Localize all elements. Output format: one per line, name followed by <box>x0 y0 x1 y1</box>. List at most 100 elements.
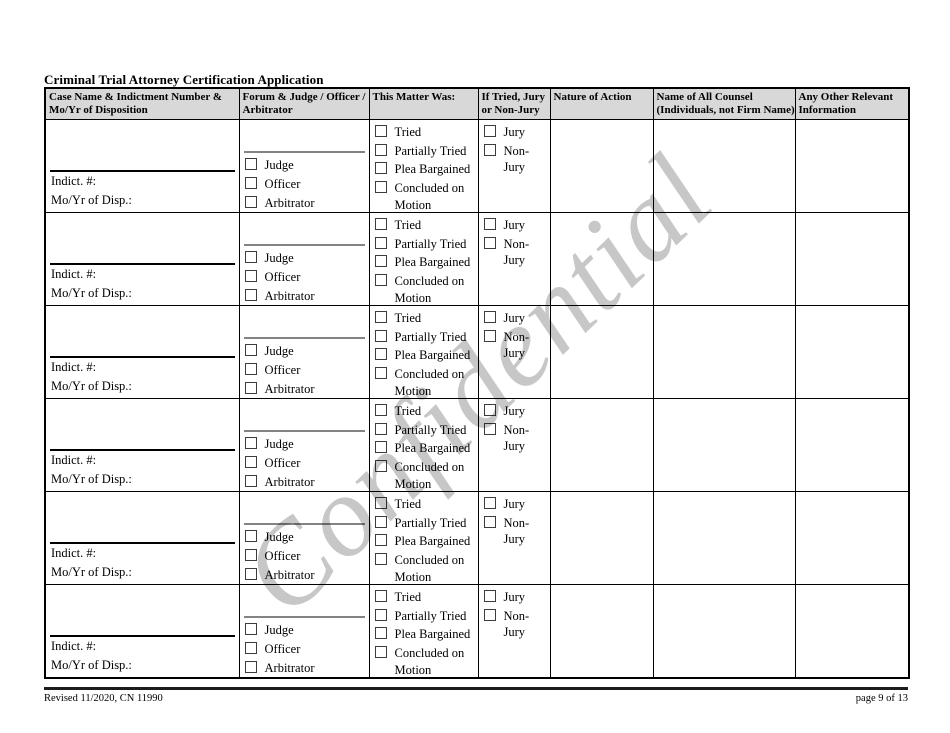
forum-blank-line[interactable] <box>243 523 365 525</box>
forum-cell[interactable]: Judge Officer Arbitrator <box>238 491 370 585</box>
checkbox-arbitrator[interactable] <box>244 196 257 208</box>
forum-cell[interactable]: Judge Officer Arbitrator <box>238 305 370 399</box>
checkbox-tried[interactable] <box>374 125 387 137</box>
forum-blank-line[interactable] <box>243 430 365 432</box>
checkbox-concluded-on-motion[interactable] <box>374 273 387 286</box>
case-name-cell[interactable]: Indict. #: Mo/Yr of Disp.: <box>44 212 240 306</box>
counsel-names-cell[interactable] <box>652 212 796 306</box>
counsel-names-cell[interactable] <box>652 584 796 678</box>
jury-cell[interactable]: Jury Non-Jury <box>477 491 551 585</box>
checkbox-judge[interactable] <box>244 158 257 170</box>
checkbox-plea-bargained[interactable] <box>374 441 387 453</box>
checkbox-non-jury[interactable] <box>483 143 496 156</box>
checkbox-partially-tried[interactable] <box>374 608 387 621</box>
matter-was-cell[interactable]: Tried Partially Tried Plea Bargained Con… <box>368 398 479 492</box>
checkbox-plea-bargained[interactable] <box>374 627 387 639</box>
case-name-blank-line[interactable] <box>50 542 235 544</box>
checkbox-jury[interactable] <box>483 590 496 602</box>
checkbox-concluded-on-motion[interactable] <box>374 459 387 472</box>
checkbox-jury[interactable] <box>483 311 496 323</box>
forum-blank-line[interactable] <box>243 616 365 618</box>
counsel-names-cell[interactable] <box>652 119 796 213</box>
checkbox-plea-bargained[interactable] <box>374 534 387 546</box>
checkbox-non-jury[interactable] <box>483 422 496 435</box>
checkbox-arbitrator[interactable] <box>244 475 257 487</box>
checkbox-partially-tried[interactable] <box>374 236 387 249</box>
checkbox-jury[interactable] <box>483 218 496 230</box>
forum-cell[interactable]: Judge Officer Arbitrator <box>238 584 370 678</box>
counsel-names-cell[interactable] <box>652 491 796 585</box>
checkbox-officer[interactable] <box>244 363 257 375</box>
checkbox-judge[interactable] <box>244 623 257 635</box>
checkbox-jury[interactable] <box>483 125 496 137</box>
other-info-cell[interactable] <box>794 491 910 585</box>
checkbox-officer[interactable] <box>244 549 257 561</box>
checkbox-judge[interactable] <box>244 251 257 263</box>
case-name-cell[interactable]: Indict. #: Mo/Yr of Disp.: <box>44 119 240 213</box>
forum-blank-line[interactable] <box>243 244 365 246</box>
other-info-cell[interactable] <box>794 212 910 306</box>
checkbox-officer[interactable] <box>244 270 257 282</box>
checkbox-officer[interactable] <box>244 642 257 654</box>
checkbox-partially-tried[interactable] <box>374 329 387 342</box>
checkbox-judge[interactable] <box>244 344 257 356</box>
other-info-cell[interactable] <box>794 119 910 213</box>
other-info-cell[interactable] <box>794 398 910 492</box>
checkbox-arbitrator[interactable] <box>244 289 257 301</box>
nature-of-action-cell[interactable] <box>549 491 654 585</box>
checkbox-plea-bargained[interactable] <box>374 162 387 174</box>
checkbox-non-jury[interactable] <box>483 236 496 249</box>
case-name-blank-line[interactable] <box>50 263 235 265</box>
checkbox-tried[interactable] <box>374 218 387 230</box>
jury-cell[interactable]: Jury Non-Jury <box>477 212 551 306</box>
checkbox-judge[interactable] <box>244 437 257 449</box>
matter-was-cell[interactable]: Tried Partially Tried Plea Bargained Con… <box>368 212 479 306</box>
checkbox-tried[interactable] <box>374 404 387 416</box>
forum-cell[interactable]: Judge Officer Arbitrator <box>238 119 370 213</box>
checkbox-plea-bargained[interactable] <box>374 255 387 267</box>
forum-cell[interactable]: Judge Officer Arbitrator <box>238 398 370 492</box>
case-name-blank-line[interactable] <box>50 635 235 637</box>
checkbox-concluded-on-motion[interactable] <box>374 180 387 193</box>
forum-cell[interactable]: Judge Officer Arbitrator <box>238 212 370 306</box>
checkbox-jury[interactable] <box>483 497 496 509</box>
jury-cell[interactable]: Jury Non-Jury <box>477 305 551 399</box>
case-name-cell[interactable]: Indict. #: Mo/Yr of Disp.: <box>44 398 240 492</box>
matter-was-cell[interactable]: Tried Partially Tried Plea Bargained Con… <box>368 305 479 399</box>
forum-blank-line[interactable] <box>243 151 365 153</box>
checkbox-arbitrator[interactable] <box>244 568 257 580</box>
other-info-cell[interactable] <box>794 305 910 399</box>
jury-cell[interactable]: Jury Non-Jury <box>477 584 551 678</box>
other-info-cell[interactable] <box>794 584 910 678</box>
matter-was-cell[interactable]: Tried Partially Tried Plea Bargained Con… <box>368 119 479 213</box>
nature-of-action-cell[interactable] <box>549 305 654 399</box>
checkbox-non-jury[interactable] <box>483 608 496 621</box>
jury-cell[interactable]: Jury Non-Jury <box>477 119 551 213</box>
jury-cell[interactable]: Jury Non-Jury <box>477 398 551 492</box>
case-name-cell[interactable]: Indict. #: Mo/Yr of Disp.: <box>44 305 240 399</box>
checkbox-jury[interactable] <box>483 404 496 416</box>
matter-was-cell[interactable]: Tried Partially Tried Plea Bargained Con… <box>368 491 479 585</box>
checkbox-tried[interactable] <box>374 590 387 602</box>
checkbox-non-jury[interactable] <box>483 515 496 528</box>
forum-blank-line[interactable] <box>243 337 365 339</box>
checkbox-arbitrator[interactable] <box>244 661 257 673</box>
checkbox-arbitrator[interactable] <box>244 382 257 394</box>
matter-was-cell[interactable]: Tried Partially Tried Plea Bargained Con… <box>368 584 479 678</box>
counsel-names-cell[interactable] <box>652 305 796 399</box>
case-name-blank-line[interactable] <box>50 449 235 451</box>
nature-of-action-cell[interactable] <box>549 584 654 678</box>
checkbox-concluded-on-motion[interactable] <box>374 645 387 658</box>
case-name-cell[interactable]: Indict. #: Mo/Yr of Disp.: <box>44 584 240 678</box>
checkbox-partially-tried[interactable] <box>374 422 387 435</box>
checkbox-partially-tried[interactable] <box>374 143 387 156</box>
nature-of-action-cell[interactable] <box>549 119 654 213</box>
checkbox-plea-bargained[interactable] <box>374 348 387 360</box>
checkbox-tried[interactable] <box>374 497 387 509</box>
counsel-names-cell[interactable] <box>652 398 796 492</box>
case-name-blank-line[interactable] <box>50 356 235 358</box>
nature-of-action-cell[interactable] <box>549 398 654 492</box>
nature-of-action-cell[interactable] <box>549 212 654 306</box>
checkbox-concluded-on-motion[interactable] <box>374 552 387 565</box>
checkbox-officer[interactable] <box>244 456 257 468</box>
